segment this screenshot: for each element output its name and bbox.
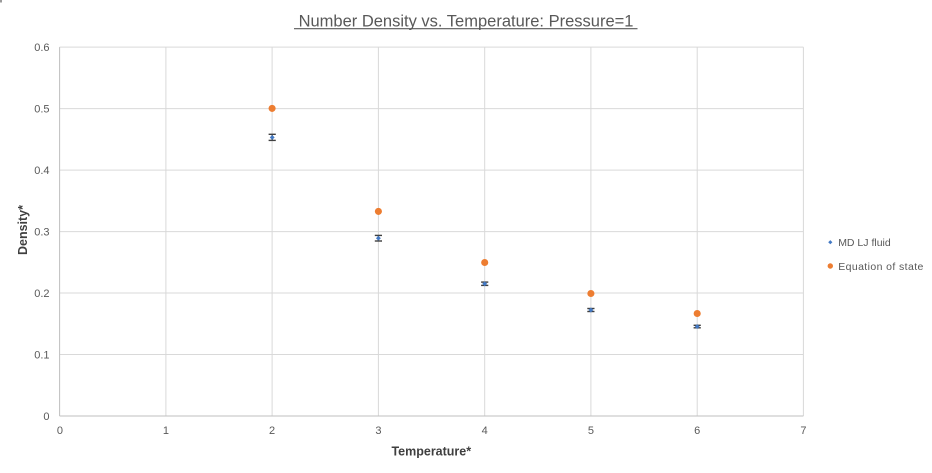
svg-text:5: 5 bbox=[588, 425, 594, 437]
svg-text:3: 3 bbox=[375, 425, 381, 437]
svg-text:0.5: 0.5 bbox=[34, 104, 49, 116]
svg-text:0.3: 0.3 bbox=[34, 227, 49, 239]
svg-text:Temperature*: Temperature* bbox=[391, 444, 471, 458]
svg-text:0.2: 0.2 bbox=[34, 288, 49, 300]
svg-text:0.1: 0.1 bbox=[34, 349, 49, 361]
svg-text:0: 0 bbox=[43, 411, 49, 423]
svg-text:Number Density vs. Temperature: Number Density vs. Temperature: Pressure… bbox=[299, 13, 634, 31]
svg-text:7: 7 bbox=[800, 425, 806, 437]
svg-text:2: 2 bbox=[269, 425, 275, 437]
svg-text:6: 6 bbox=[694, 425, 700, 437]
svg-text:Density*: Density* bbox=[16, 205, 30, 255]
svg-text:0: 0 bbox=[57, 425, 63, 437]
svg-text:Equation of state: Equation of state bbox=[838, 261, 924, 273]
svg-text:MD LJ fluid: MD LJ fluid bbox=[838, 237, 891, 249]
svg-text:1: 1 bbox=[163, 425, 169, 437]
svg-text:0.4: 0.4 bbox=[34, 165, 49, 177]
svg-text:0.6: 0.6 bbox=[34, 42, 49, 54]
svg-text:4: 4 bbox=[482, 425, 488, 437]
